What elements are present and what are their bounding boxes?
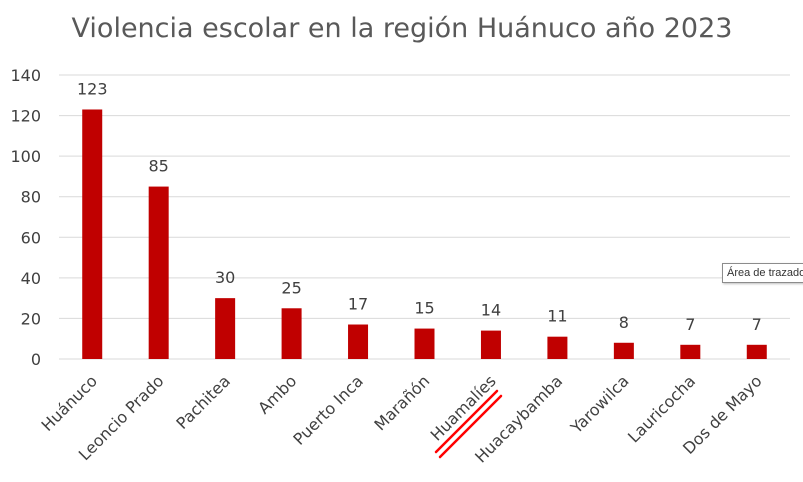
data-label: 14 — [481, 301, 501, 320]
bar — [746, 344, 767, 359]
bar — [215, 298, 236, 359]
data-label: 25 — [281, 278, 301, 297]
x-tick-label: Yarowilca — [566, 371, 632, 437]
data-label: 123 — [77, 79, 108, 98]
bar — [414, 328, 435, 359]
bar — [82, 109, 103, 359]
x-tick-label: Pachitea — [172, 371, 234, 433]
data-label: 8 — [619, 313, 629, 332]
y-tick-label: 20 — [21, 309, 41, 328]
data-label: 17 — [348, 295, 368, 314]
chart-title: Violencia escolar en la región Huánuco a… — [72, 13, 733, 44]
bar — [281, 308, 302, 359]
y-tick-label: 60 — [21, 228, 41, 247]
y-tick-label: 80 — [21, 188, 41, 207]
data-label: 7 — [685, 315, 695, 334]
red-stroke — [434, 389, 499, 454]
y-tick-label: 0 — [31, 350, 41, 369]
gridlines — [59, 74, 790, 360]
x-tick-label: Ambo — [254, 371, 300, 417]
data-label: 11 — [547, 307, 567, 326]
y-tick-label: 140 — [10, 66, 41, 85]
y-tick-label: 120 — [10, 107, 41, 126]
handwritten-underline-mark — [434, 389, 503, 459]
data-label: 30 — [215, 268, 235, 287]
data-label: 7 — [752, 315, 762, 334]
x-tick-label: Huánuco — [38, 371, 102, 435]
bar — [680, 344, 701, 359]
red-stroke — [438, 394, 503, 459]
data-label: 15 — [414, 299, 434, 318]
bar — [613, 342, 634, 359]
bar — [348, 324, 369, 359]
bar — [148, 186, 169, 359]
bar — [547, 336, 568, 359]
x-tick-label: Marañón — [370, 371, 433, 434]
bars — [82, 109, 767, 359]
bar — [480, 330, 501, 359]
x-tick-label: Puerto Inca — [289, 371, 366, 448]
data-label: 85 — [149, 157, 169, 176]
data-labels: 123 85 30 25 17 15 14 11 8 7 7 — [77, 79, 762, 333]
y-axis-ticks: 0 20 40 60 80 100 120 140 — [10, 66, 41, 369]
y-tick-label: 40 — [21, 269, 41, 288]
y-tick-label: 100 — [10, 147, 41, 166]
